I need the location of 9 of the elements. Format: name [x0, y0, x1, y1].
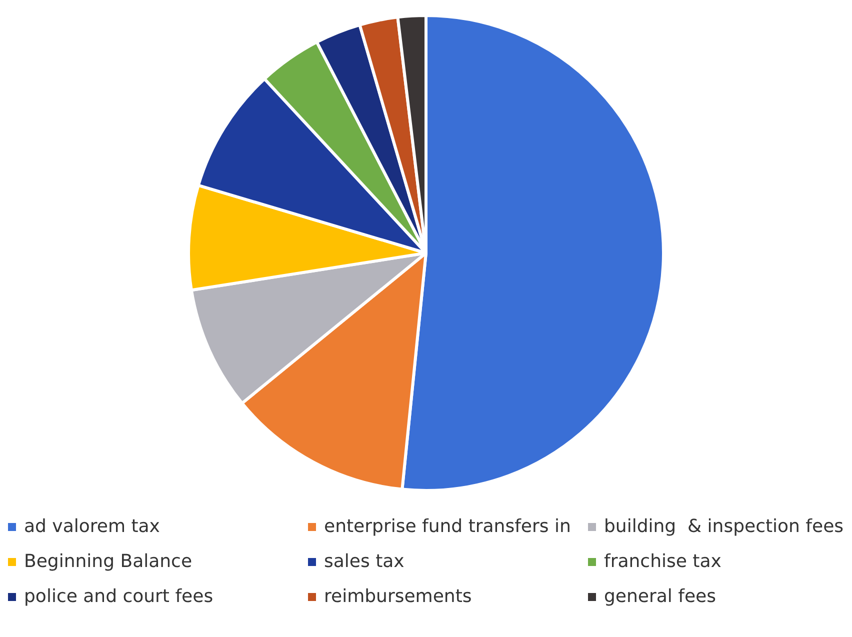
legend-label: ad valorem tax [24, 516, 160, 537]
legend-label: reimbursements [324, 586, 472, 607]
legend-label: general fees [604, 586, 716, 607]
legend-label: police and court fees [24, 586, 214, 607]
legend-label: franchise tax [604, 551, 722, 572]
legend-label: sales tax [324, 551, 404, 572]
legend-label: Beginning Balance [24, 551, 192, 572]
legend-label: enterprise fund transfers in [324, 516, 571, 537]
legend-label: building & inspection fees [604, 516, 844, 537]
